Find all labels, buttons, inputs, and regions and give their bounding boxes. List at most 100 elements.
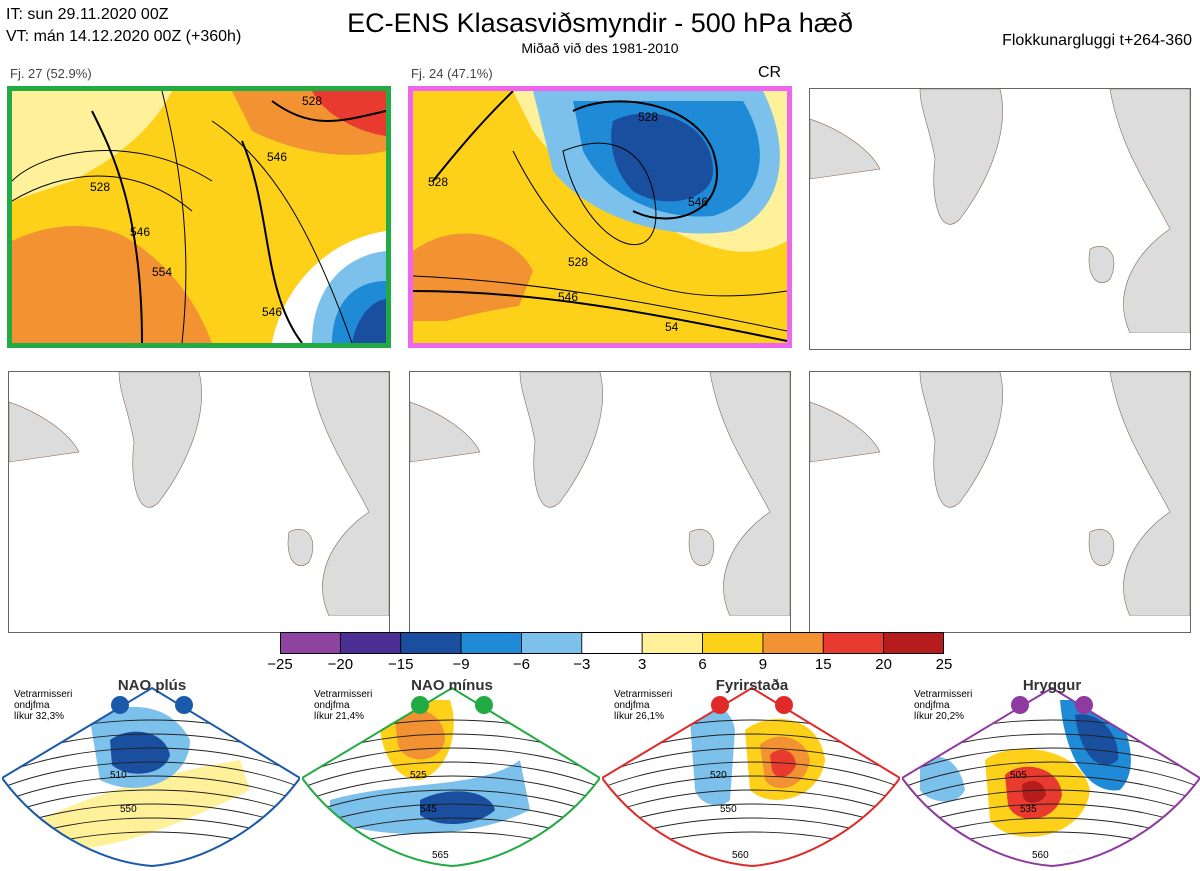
regime-info: Vetrarmisseri ondjfma líkur 21,4% (314, 689, 372, 722)
panel-2-contour-3: 546 (688, 195, 708, 209)
regime-marker-dot (1011, 696, 1029, 714)
regime-info: Vetrarmisseri ondjfma líkur 20,2% (914, 689, 972, 722)
height-contour (302, 747, 600, 779)
cluster-map-1-plot: 528 546 546 554 546 528 (12, 91, 386, 343)
colorbar-tick-label: 3 (638, 656, 647, 673)
anomaly-shading (110, 731, 170, 774)
init-time: IT: sun 29.11.2020 00Z (6, 6, 169, 23)
cluster-map-6 (809, 371, 1191, 633)
regime-contour-label: 560 (1032, 850, 1049, 861)
height-contour (302, 775, 600, 807)
cluster-map-1[interactable]: 528 546 546 554 546 528 (7, 86, 391, 348)
colorbar-cell (581, 632, 643, 654)
colorbar-cell (400, 632, 462, 654)
regime-contour-label: 510 (110, 770, 127, 781)
colorbar-tick-label: 15 (814, 656, 832, 673)
colorbar-tick-label: −3 (573, 656, 591, 673)
empty-map-5-plot (410, 372, 790, 616)
regime-info-line: Vetrarmisseri (314, 689, 373, 700)
colorbar-tick-label: 25 (935, 656, 953, 673)
height-contour (602, 775, 900, 807)
anomaly-shading (1022, 781, 1046, 803)
panel-1-label: Fj. 27 (52.9%) (10, 66, 92, 81)
regime-contour-label: 535 (1020, 804, 1037, 815)
panel-1-contour-4: 554 (152, 265, 172, 279)
regime-contour-label: 545 (420, 804, 437, 815)
classification-window: Flokkunarglugg​i t+264-360 (1002, 32, 1192, 49)
colorbar-tick-label: 9 (758, 656, 768, 673)
regime-fan-outline (2, 686, 300, 868)
height-contour (902, 775, 1200, 807)
regime-info-line: Vetrarmisseri (614, 689, 673, 700)
panel-2-contour-6: 54 (665, 320, 679, 334)
valid-time: VT: mán 14.12.2020 00Z (+360h) (6, 28, 242, 45)
page-subtitle: Miðað við des 1981-2010 (521, 40, 679, 56)
colorbar-tick-label: −25 (267, 656, 293, 673)
anomaly-shading (420, 791, 495, 825)
regime-contour-label: 520 (710, 770, 727, 781)
panel-2-tag: CR (758, 64, 782, 81)
anomaly-shading (690, 706, 735, 806)
colorbar-tick-label: 6 (698, 656, 707, 673)
cluster-map-2-plot: 528 528 546 528 546 54 (413, 91, 787, 343)
regime-info-line: Vetrarmisseri (914, 689, 973, 700)
regime-contour-label: 550 (120, 804, 137, 815)
regime-fan-map: 505 535 560 (902, 686, 1200, 868)
panel-1-contour-6: 528 (302, 94, 322, 108)
regime-fan-map: 510 550 (2, 686, 300, 868)
regime-info-line: líkur 21,4% (314, 711, 365, 722)
colorbar-cell (339, 632, 402, 654)
regime-info-line: ondjfma (614, 700, 650, 711)
height-contour (2, 761, 300, 793)
colorbar-cell (883, 632, 944, 654)
height-contour (2, 775, 300, 807)
colorbar (280, 632, 944, 654)
colorbar-tick-label: −20 (327, 656, 354, 673)
colorbar-tick-label: −9 (452, 656, 470, 673)
regime-marker-dot (175, 696, 193, 714)
empty-map-6-plot (810, 372, 1190, 616)
regime-marker-dot (775, 696, 793, 714)
cluster-map-3 (809, 88, 1191, 350)
colorbar-cell (280, 632, 341, 654)
cluster-map-4 (8, 371, 390, 633)
regime-fan-map: 520 550 560 (602, 686, 900, 868)
regime-marker-dot (411, 696, 429, 714)
regime-contour-label: 525 (410, 770, 427, 781)
colorbar-cell (762, 632, 824, 654)
regime-info: Vetrarmisseri ondjfma líkur 26,1% (614, 689, 672, 722)
regime-contour-label: 560 (732, 850, 749, 861)
anomaly-shading (40, 760, 250, 850)
regime-fan-outline (302, 686, 600, 868)
regime-marker-dot (475, 696, 493, 714)
colorbar-tick-label: 20 (875, 656, 892, 673)
colorbar-tick-label: −6 (512, 656, 531, 673)
regime-info-line: ondjfma (14, 700, 50, 711)
colorbar-cell (702, 632, 764, 654)
regime-info-line: ondjfma (914, 700, 950, 711)
regime-title: NAO plús (117, 677, 187, 694)
cluster-map-5 (409, 371, 791, 633)
anomaly-shading (1075, 714, 1119, 765)
regime-fan-map: 525 545 565 (302, 686, 600, 868)
height-contour (2, 747, 300, 779)
regime-marker-dot (111, 696, 129, 714)
colorbar-cell (521, 632, 583, 654)
header-info: IT: sun 29.11.2020 00Z VT: mán 14.12.202… (6, 4, 241, 48)
panel-2-contour-4: 528 (568, 255, 588, 269)
regime-info-line: líkur 20,2% (914, 711, 965, 722)
regime-title: NAO mínus (411, 677, 493, 694)
height-contour (602, 747, 900, 779)
panel-1-contour-3: 546 (267, 150, 287, 164)
panel-1-contour-1: 528 (90, 180, 110, 194)
height-contour (602, 761, 900, 793)
regime-fan-outline (902, 686, 1200, 868)
panel-2-contour-2: 528 (638, 110, 658, 124)
regime-contour-label: 565 (432, 850, 449, 861)
cluster-map-2[interactable]: 528 528 546 528 546 54 (408, 86, 792, 348)
colorbar-tick-label: −15 (387, 656, 414, 673)
regime-info-line: ondjfma (314, 700, 350, 711)
regime-marker-dot (711, 696, 729, 714)
regime-title: Fyrirstaða (715, 677, 789, 694)
regime-fan-outline (602, 686, 900, 868)
